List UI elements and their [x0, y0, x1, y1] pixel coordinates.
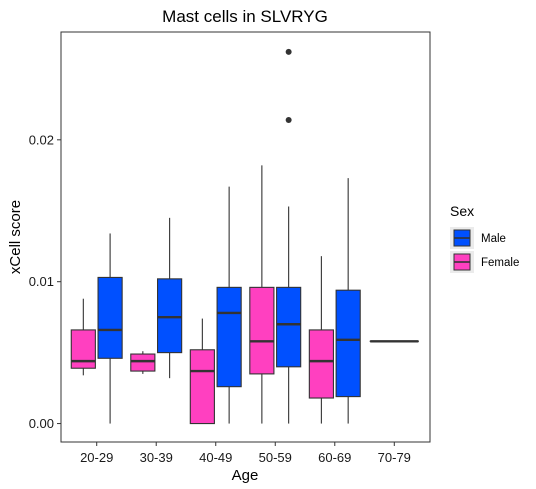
x-tick-label: 50-59	[259, 450, 292, 465]
chart-title: Mast cells in SLVRYG	[162, 7, 328, 26]
box-iqr	[276, 286, 302, 368]
outlier-point	[285, 116, 292, 123]
box-iqr	[249, 286, 275, 375]
plot-panel	[60, 31, 431, 443]
box-female-50-59	[249, 165, 275, 424]
legend-label-female: Female	[481, 257, 519, 269]
legend-label-male: Male	[481, 233, 506, 245]
box-iqr	[70, 329, 96, 369]
box-male-50-59	[276, 48, 302, 424]
box-female-60-69	[308, 256, 334, 424]
boxplot-series	[70, 48, 419, 425]
y-axis-title: xCell score	[7, 200, 24, 274]
x-tick-label: 20-29	[80, 450, 113, 465]
box-female-20-29	[70, 298, 96, 376]
box-male-20-29	[97, 233, 123, 424]
box-iqr	[130, 353, 156, 372]
box-iqr	[335, 289, 361, 398]
x-axis-title: Age	[232, 467, 259, 484]
x-tick-label: 30-39	[140, 450, 173, 465]
x-tick-label: 40-49	[199, 450, 232, 465]
y-tick-label: 0.00	[29, 416, 54, 431]
box-iqr	[216, 286, 242, 388]
box-male-40-49	[216, 186, 242, 424]
x-tick-label: 70-79	[378, 450, 411, 465]
box-male-30-39	[157, 217, 183, 379]
y-tick-label: 0.01	[29, 274, 54, 289]
box-female-30-39	[130, 351, 156, 374]
box-iqr	[97, 276, 123, 359]
box-iqr	[308, 329, 334, 399]
x-tick-label: 60-69	[318, 450, 351, 465]
box-female-40-49	[189, 318, 215, 425]
box-iqr	[157, 278, 183, 354]
legend: Sex Male Female	[450, 203, 519, 273]
legend-title: Sex	[450, 203, 474, 219]
y-axis: 0.00 0.01 0.02	[29, 132, 61, 431]
box-iqr	[189, 349, 215, 425]
x-axis: 20-29 30-39 40-49 50-59 60-69 70-79	[80, 442, 411, 465]
box-male-60-69	[335, 178, 361, 424]
y-tick-label: 0.02	[29, 132, 54, 147]
outlier-point	[285, 48, 292, 55]
